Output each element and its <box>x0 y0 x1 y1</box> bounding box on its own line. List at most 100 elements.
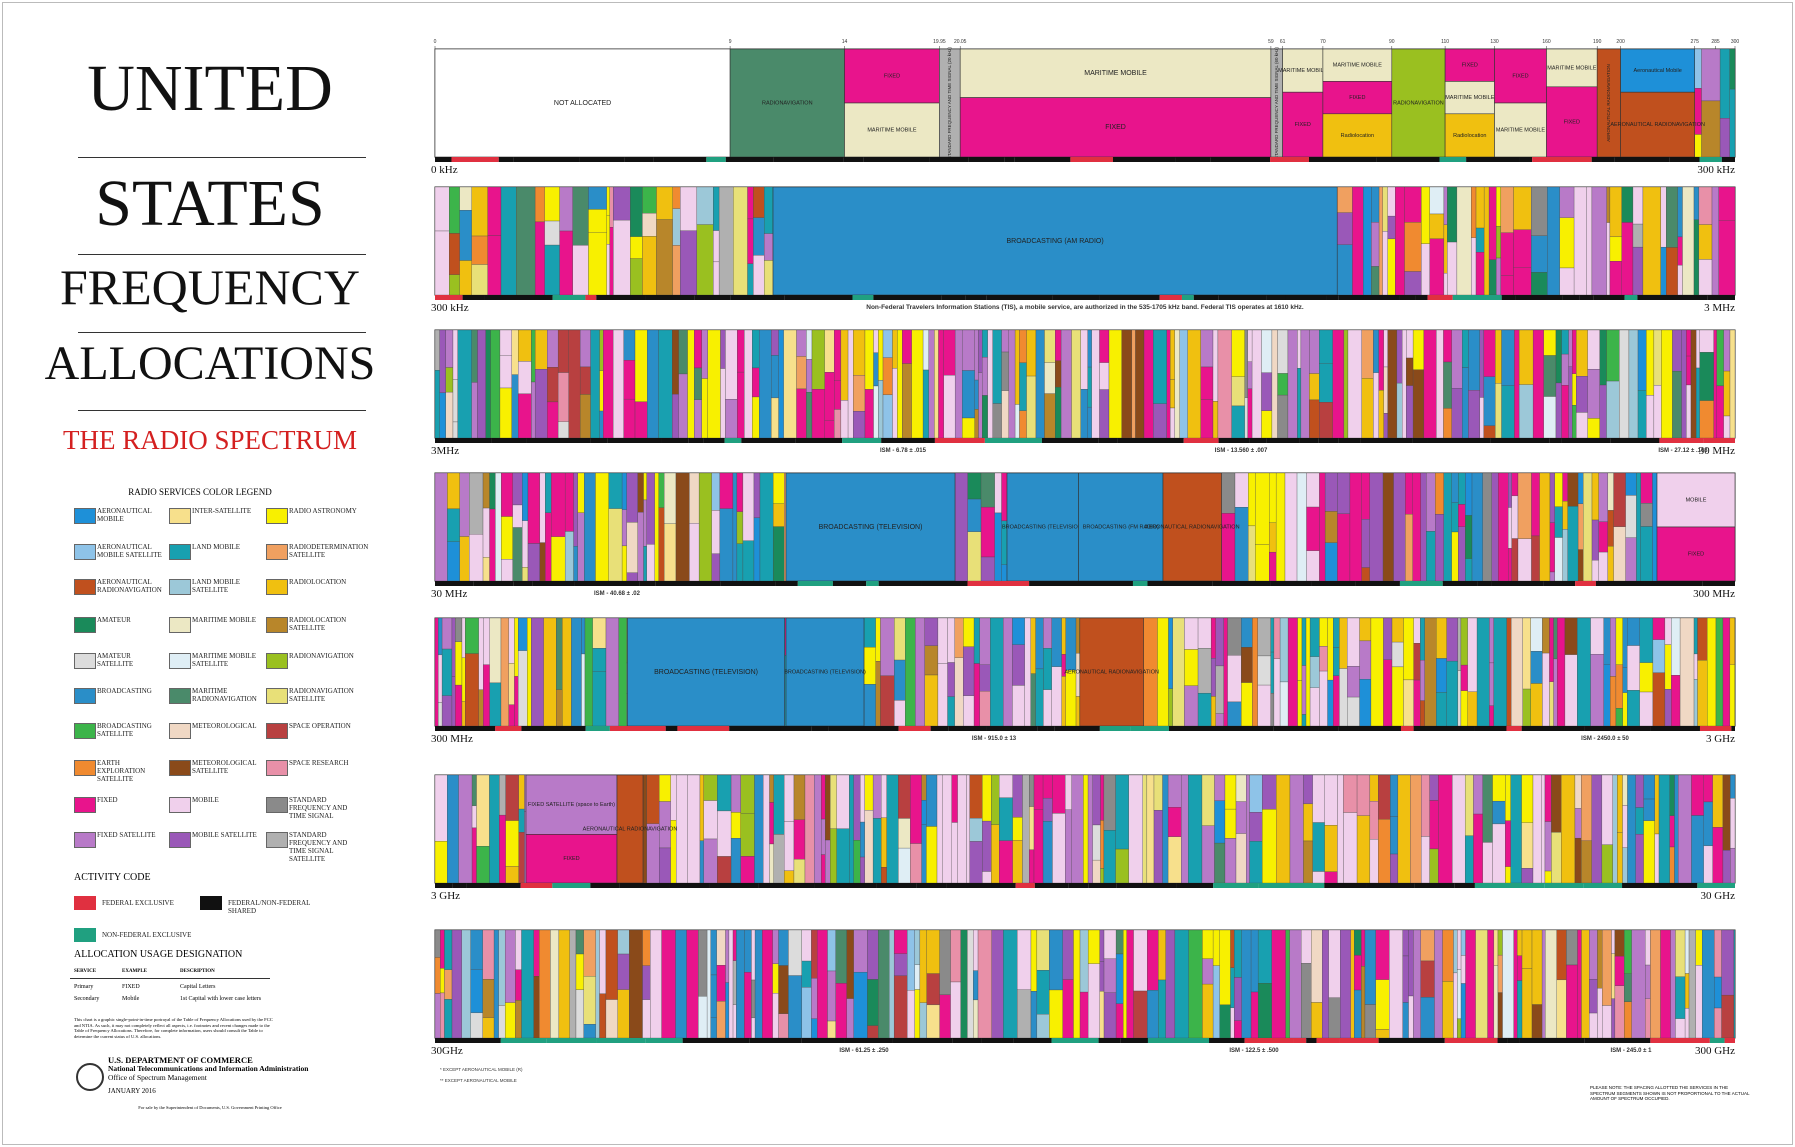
spectrum-block <box>1337 774 1344 884</box>
spectrum-block <box>1607 472 1614 511</box>
spectrum-block <box>647 329 659 439</box>
spectrum-block <box>434 929 441 958</box>
spectrum-block <box>444 969 453 1000</box>
spectrum-block <box>1556 979 1567 1039</box>
spectrum-block <box>1373 329 1379 373</box>
spectrum-block <box>1369 472 1384 582</box>
spectrum-block <box>515 929 522 970</box>
tick-label: 90 <box>1389 39 1395 45</box>
activity-strip <box>1306 1038 1317 1043</box>
activity-strip <box>1637 295 1708 300</box>
spectrum-block <box>1247 388 1253 439</box>
spectrum-block <box>830 828 837 884</box>
spectrum-block <box>1421 243 1430 296</box>
spectrum-block <box>1643 798 1655 821</box>
spectrum-block <box>1297 617 1303 681</box>
legend-label: RADIONAVIGATION SATELLITE <box>289 687 354 703</box>
legend-swatch <box>74 832 96 848</box>
spectrum-block <box>1391 666 1404 727</box>
spectrum-block <box>764 186 774 234</box>
legend-swatch <box>74 688 96 704</box>
spectrum-block <box>1654 774 1660 835</box>
spectrum-block <box>1489 705 1495 727</box>
spectrum-block <box>736 543 744 582</box>
spectrum-block <box>1080 389 1088 439</box>
spectrum-block <box>1099 991 1105 1039</box>
spectrum-block <box>1564 617 1578 655</box>
spectrum-block <box>680 230 698 296</box>
spectrum-block <box>1447 186 1458 243</box>
spectrum-block <box>511 374 519 439</box>
activity-strip <box>1543 581 1576 586</box>
spectrum-block <box>1729 617 1735 665</box>
activity-strip <box>590 438 608 443</box>
spectrum-block <box>1309 329 1320 374</box>
spectrum-block <box>544 220 560 246</box>
spectrum-block <box>1099 329 1110 363</box>
spectrum-block <box>1333 617 1340 648</box>
activity-strip <box>1614 157 1670 162</box>
spectrum-block <box>1458 504 1466 527</box>
spectrum-block <box>1055 329 1062 361</box>
spectrum-block <box>1387 186 1396 217</box>
spectrum-block <box>1184 685 1199 727</box>
spectrum-block <box>881 817 887 868</box>
activity-strip <box>773 157 844 162</box>
spectrum-block <box>1701 929 1715 1039</box>
spectrum-block <box>1420 617 1425 661</box>
spectrum-block <box>617 929 630 955</box>
spectrum-block <box>1587 418 1600 439</box>
legend-swatch <box>74 760 96 776</box>
activity-strip <box>1130 726 1169 731</box>
spectrum-block <box>1073 929 1081 1039</box>
spectrum-block <box>1008 329 1016 439</box>
spectrum-block <box>834 409 842 439</box>
spectrum-block <box>1562 472 1568 502</box>
allocation-cell <box>785 472 956 582</box>
spectrum-block <box>1521 822 1534 869</box>
spectrum-block <box>1029 849 1035 884</box>
spectrum-block <box>1471 237 1477 296</box>
activity-strip <box>811 726 829 731</box>
spectrum-block <box>1543 355 1557 397</box>
spectrum-block <box>1421 836 1430 884</box>
spectrum-block <box>1396 382 1403 439</box>
spectrum-block <box>882 329 893 358</box>
spectrum-block <box>725 329 738 400</box>
spectrum-block <box>1544 870 1552 884</box>
band-end: 3 GHz <box>1706 733 1735 745</box>
spectrum-block <box>1468 390 1481 439</box>
spectrum-block <box>1324 825 1338 873</box>
spectrum-block <box>575 929 584 955</box>
spectrum-block <box>1436 329 1444 439</box>
spectrum-block <box>471 827 477 884</box>
spectrum-block <box>699 840 704 884</box>
spectrum-block <box>1075 696 1080 727</box>
spectrum-block <box>914 929 921 965</box>
spectrum-block <box>1483 329 1496 377</box>
spectrum-block <box>1354 989 1362 1039</box>
spectrum-block <box>518 393 532 439</box>
spectrum-block <box>441 695 453 727</box>
spectrum-block <box>1581 774 1592 841</box>
spectrum-block <box>1640 472 1653 504</box>
activity-label: FEDERAL EXCLUSIVE <box>102 899 174 907</box>
spectrum-block <box>489 774 500 884</box>
spectrum-block <box>1617 832 1623 884</box>
activity-strip <box>720 581 776 586</box>
spectrum-block <box>1296 472 1307 582</box>
spectrum-block <box>1699 352 1714 401</box>
activity-strip <box>1521 726 1585 731</box>
spectrum-block <box>1300 329 1310 439</box>
spectrum-block <box>1042 797 1053 822</box>
spectrum-block <box>556 617 563 690</box>
spectrum-block <box>1231 376 1245 407</box>
spectrum-block <box>1221 472 1236 514</box>
activity-strip <box>741 438 796 443</box>
spectrum-block <box>1359 640 1372 680</box>
spectrum-block <box>1227 655 1242 703</box>
spectrum-block <box>482 557 490 582</box>
spectrum-block <box>482 472 490 509</box>
spectrum-block <box>1327 679 1334 727</box>
spectrum-block <box>1531 535 1540 582</box>
